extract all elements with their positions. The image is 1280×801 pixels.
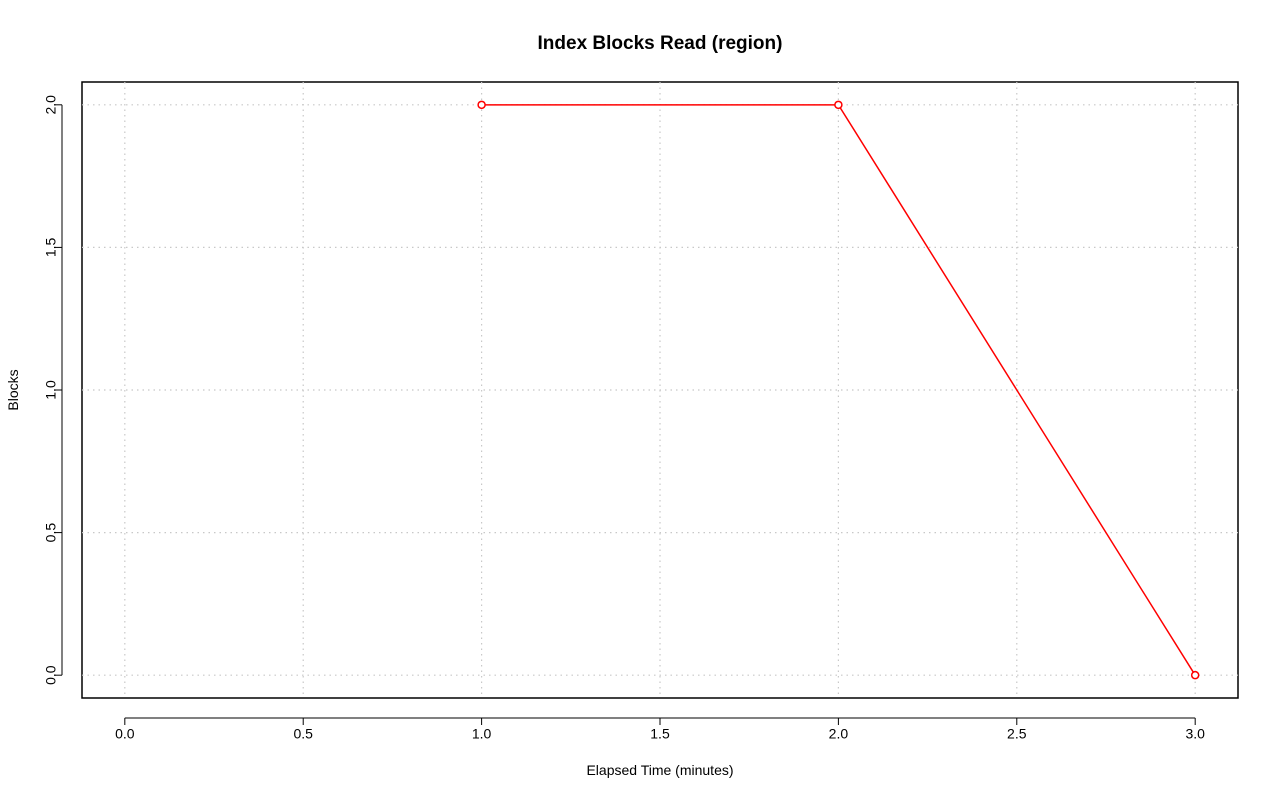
data-point [834, 100, 843, 110]
y-tick-label: 0.5 [43, 523, 59, 543]
x-tick-label: 0.0 [115, 726, 135, 742]
x-tick-label: 3.0 [1185, 726, 1205, 742]
y-tick-label: 1.0 [43, 380, 59, 400]
chart-title: Index Blocks Read (region) [538, 33, 783, 54]
data-point [477, 100, 486, 110]
x-tick-label: 1.0 [472, 726, 492, 742]
x-tick-label: 2.5 [1007, 726, 1027, 742]
x-tick-label: 0.5 [293, 726, 313, 742]
x-axis-label: Elapsed Time (minutes) [586, 762, 733, 778]
x-tick-label: 1.5 [650, 726, 670, 742]
y-tick-label: 0.0 [43, 665, 59, 685]
y-tick-label: 2.0 [43, 95, 59, 115]
y-tick-label: 1.5 [43, 237, 59, 257]
data-point [1190, 670, 1200, 680]
x-tick-label: 2.0 [829, 726, 849, 742]
y-axis-label: Blocks [5, 369, 21, 410]
